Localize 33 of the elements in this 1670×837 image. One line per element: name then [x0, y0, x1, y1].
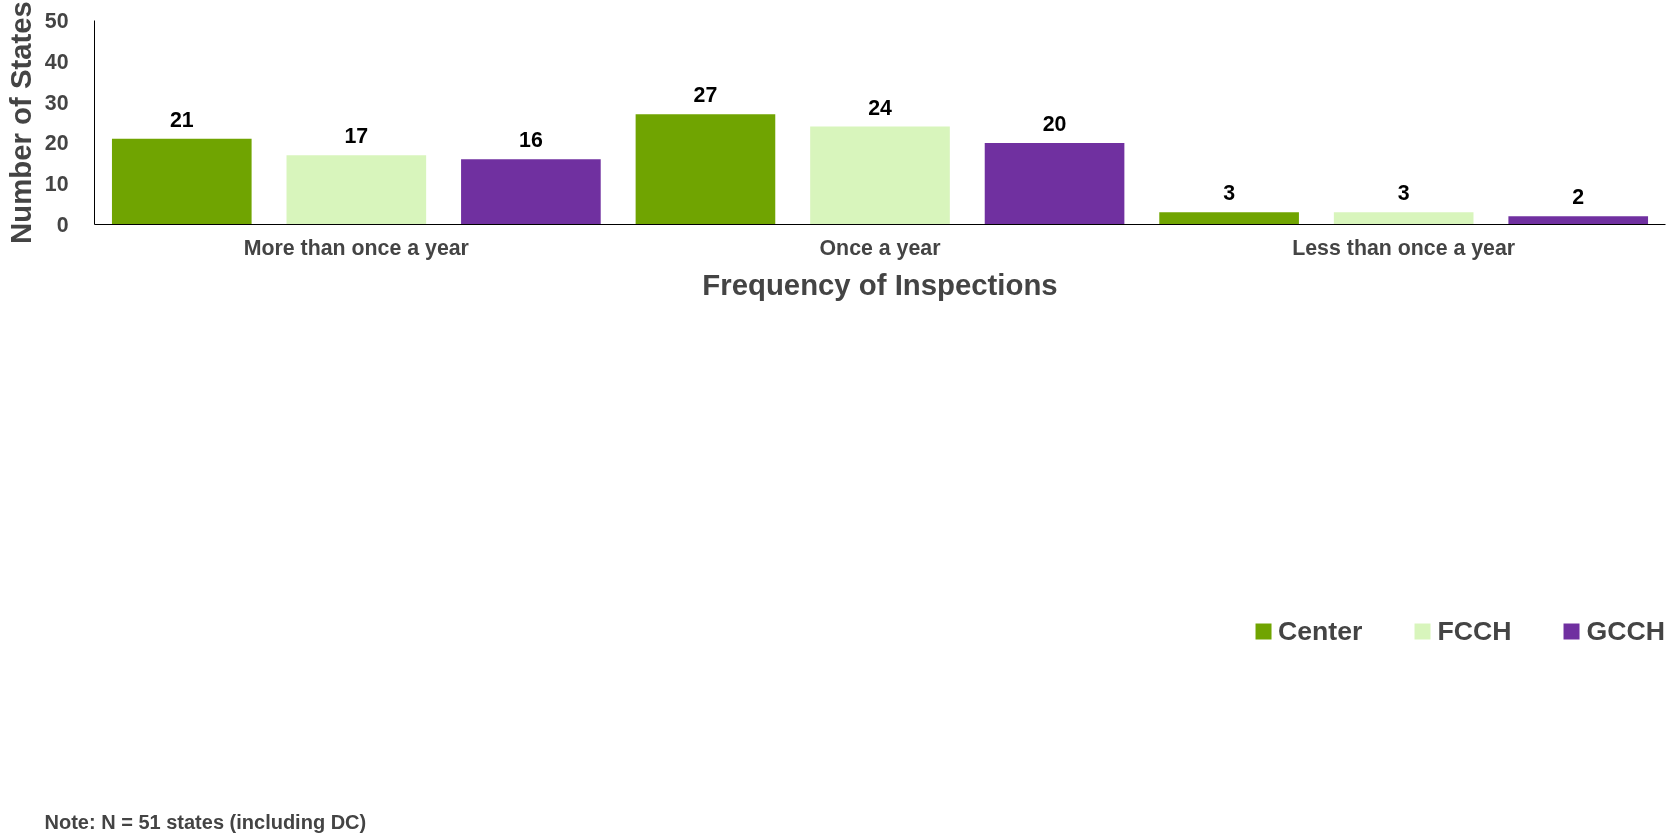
- y-tick-label: 40: [44, 49, 69, 74]
- y-tick-label: 50: [44, 9, 69, 33]
- bar: [111, 138, 252, 225]
- x-tick-label: Less than once a year: [1292, 235, 1516, 260]
- bar: [984, 142, 1125, 225]
- y-tick-label: 20: [44, 131, 69, 156]
- bar: [286, 155, 427, 225]
- legend-label: GCCH: [1586, 615, 1665, 647]
- text: Note: N = 51 states (including DC): [44, 810, 367, 833]
- legend-label: FCCH: [1437, 615, 1512, 647]
- data-label: 16: [519, 128, 543, 153]
- bar: [1159, 212, 1299, 225]
- y-tick-label: 10: [44, 172, 69, 197]
- x-tick-label: More than once a year: [243, 235, 469, 260]
- data-label: 24: [868, 95, 892, 120]
- x-axis-title: Frequency of Inspections: [702, 267, 1058, 301]
- bar: [635, 114, 776, 225]
- data-label: 3: [1223, 181, 1236, 206]
- bar: [461, 159, 601, 225]
- y-tick-label: 0: [56, 213, 69, 237]
- data-label: 17: [344, 124, 369, 149]
- y-tick-label: 30: [44, 90, 69, 115]
- bar: [810, 126, 950, 225]
- data-label: 20: [1042, 111, 1067, 136]
- data-label: 21: [169, 107, 194, 132]
- y-axis-title: Number of States: [3, 1, 37, 244]
- data-label: 2: [1572, 185, 1585, 210]
- x-tick-label: Once a year: [819, 235, 941, 260]
- data-label: 27: [693, 83, 718, 108]
- legend-label: Center: [1278, 615, 1363, 647]
- bar: [1333, 212, 1474, 225]
- bar: [1508, 216, 1649, 225]
- data-label: 3: [1397, 181, 1410, 206]
